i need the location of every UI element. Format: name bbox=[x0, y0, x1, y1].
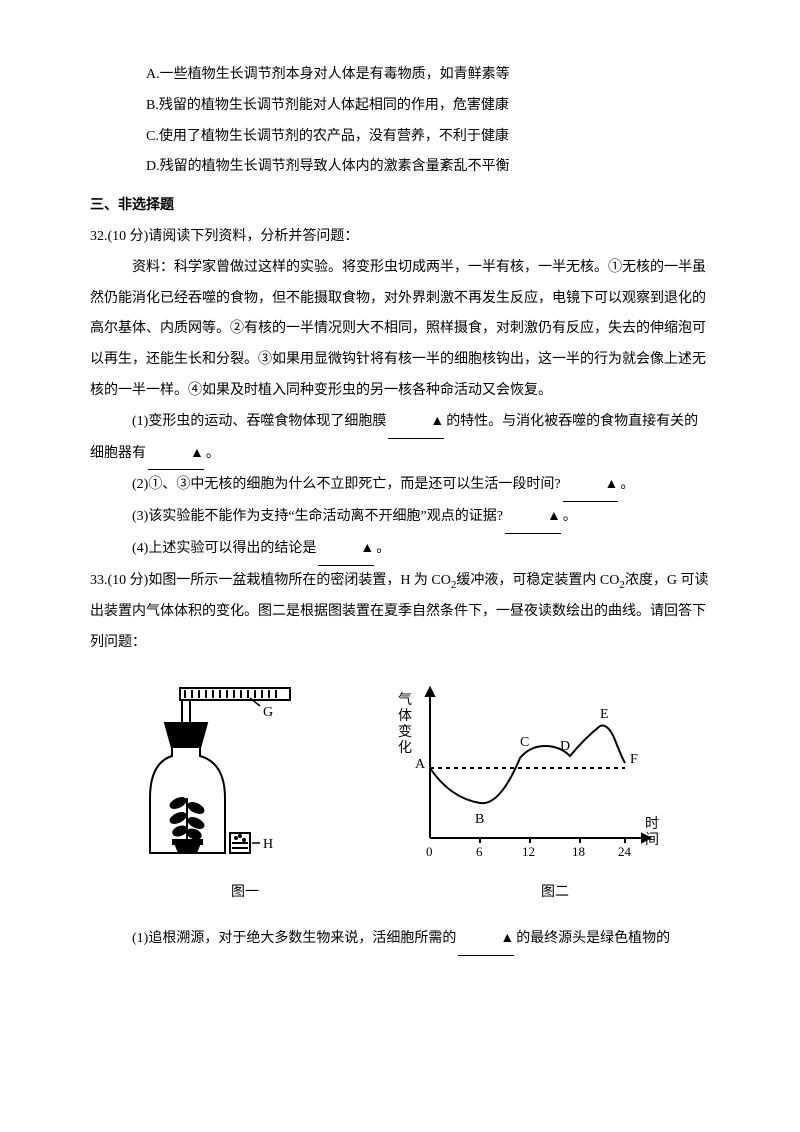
blank-4: ▲ bbox=[505, 502, 561, 534]
point-a: A bbox=[415, 757, 426, 772]
figure-labels-row: 图一 图二 bbox=[90, 878, 710, 909]
xlabel-2: 间 bbox=[645, 832, 659, 848]
q32-para1: 资料：科学家曾做过这样的实验。将变形虫切成两半，一半有核，一半无核。①无核的一半… bbox=[90, 253, 710, 407]
point-e: E bbox=[600, 707, 609, 722]
option-d: D.残留的植物生长调节剂导致人体内的激素含量紊乱不平衡 bbox=[118, 152, 710, 183]
blank-3: ▲ bbox=[563, 470, 619, 502]
blank-2: ▲ bbox=[148, 439, 204, 471]
q32-sub3b: 。 bbox=[563, 509, 577, 524]
q33-stem2: 缓冲液，可稳定装置内 CO bbox=[456, 573, 619, 588]
figure-2-svg: 气 体 变 化 时 间 0 6 12 18 24 A B C D E F bbox=[390, 668, 670, 868]
q32-sub3a: (3)该实验能不能作为支持“生命活动离不开细胞”观点的证据? bbox=[132, 509, 503, 524]
q33-sub1: (1)追根溯源，对于绝大多数生物来说，活细胞所需的▲的最终源头是绿色植物的 bbox=[90, 924, 710, 956]
q32-sub4b: 。 bbox=[376, 541, 390, 556]
blank-5: ▲ bbox=[318, 534, 374, 566]
g-label-text: G bbox=[263, 705, 273, 720]
xtick-2: 12 bbox=[522, 844, 535, 859]
point-d: D bbox=[560, 739, 570, 754]
ylabel-2: 体 bbox=[398, 708, 412, 724]
xtick-0: 0 bbox=[426, 844, 433, 859]
q32-sub2: (2)①、③中无核的细胞为什么不立即死亡，而是还可以生活一段时间?▲。 bbox=[90, 470, 710, 502]
ylabel-1: 气 bbox=[398, 692, 412, 708]
point-c: C bbox=[520, 735, 529, 750]
xtick-1: 6 bbox=[476, 844, 483, 859]
ylabel-3: 变 bbox=[398, 724, 412, 740]
fig-label-1: 图一 bbox=[145, 878, 345, 909]
xtick-4: 24 bbox=[618, 844, 632, 859]
xlabel-1: 时 bbox=[645, 816, 659, 832]
figure-1-svg: G H bbox=[130, 668, 310, 868]
q32-sub1a: (1)变形虫的运动、吞噬食物体现了细胞膜 bbox=[132, 414, 386, 429]
h-label-text: H bbox=[263, 837, 273, 852]
option-c: C.使用了植物生长调节剂的农产品，没有营养，不利于健康 bbox=[118, 122, 710, 153]
q32-sub4: (4)上述实验可以得出的结论是▲。 bbox=[90, 534, 710, 566]
fig-label-2: 图二 bbox=[455, 878, 655, 909]
xtick-3: 18 bbox=[572, 844, 585, 859]
option-b: B.残留的植物生长调节剂能对人体起相同的作用，危害健康 bbox=[118, 91, 710, 122]
q33-stem1: 33.(10 分)如图一所示一盆栽植物所在的密闭装置，H 为 CO bbox=[90, 573, 451, 588]
q32-stem: 32.(10 分)请阅读下列资料，分析并答问题： bbox=[90, 222, 710, 253]
point-b: B bbox=[475, 812, 484, 827]
q32-sub1: (1)变形虫的运动、吞噬食物体现了细胞膜▲的特性。与消化被吞噬的食物直接有关的细… bbox=[90, 407, 710, 471]
q32-sub4a: (4)上述实验可以得出的结论是 bbox=[132, 541, 316, 556]
ylabel-4: 化 bbox=[398, 740, 412, 756]
q32-sub3: (3)该实验能不能作为支持“生命活动离不开细胞”观点的证据?▲。 bbox=[90, 502, 710, 534]
q32-sub2b: 。 bbox=[620, 477, 634, 492]
q33-sub1b: 的最终源头是绿色植物的 bbox=[516, 931, 670, 946]
q32-sub1c: 。 bbox=[206, 446, 220, 461]
point-f: F bbox=[630, 752, 638, 767]
blank-1: ▲ bbox=[388, 407, 444, 439]
q32-sub2a: (2)①、③中无核的细胞为什么不立即死亡，而是还可以生活一段时间? bbox=[132, 477, 561, 492]
q33-sub1a: (1)追根溯源，对于绝大多数生物来说，活细胞所需的 bbox=[132, 931, 456, 946]
blank-6: ▲ bbox=[458, 924, 514, 956]
option-a: A.一些植物生长调节剂本身对人体是有毒物质，如青鲜素等 bbox=[118, 60, 710, 91]
q33-stem: 33.(10 分)如图一所示一盆栽植物所在的密闭装置，H 为 CO2缓冲液，可稳… bbox=[90, 566, 710, 659]
figures-row: G H 气 体 变 化 时 间 0 6 bbox=[90, 668, 710, 868]
section-3-title: 三、非选择题 bbox=[90, 191, 710, 222]
